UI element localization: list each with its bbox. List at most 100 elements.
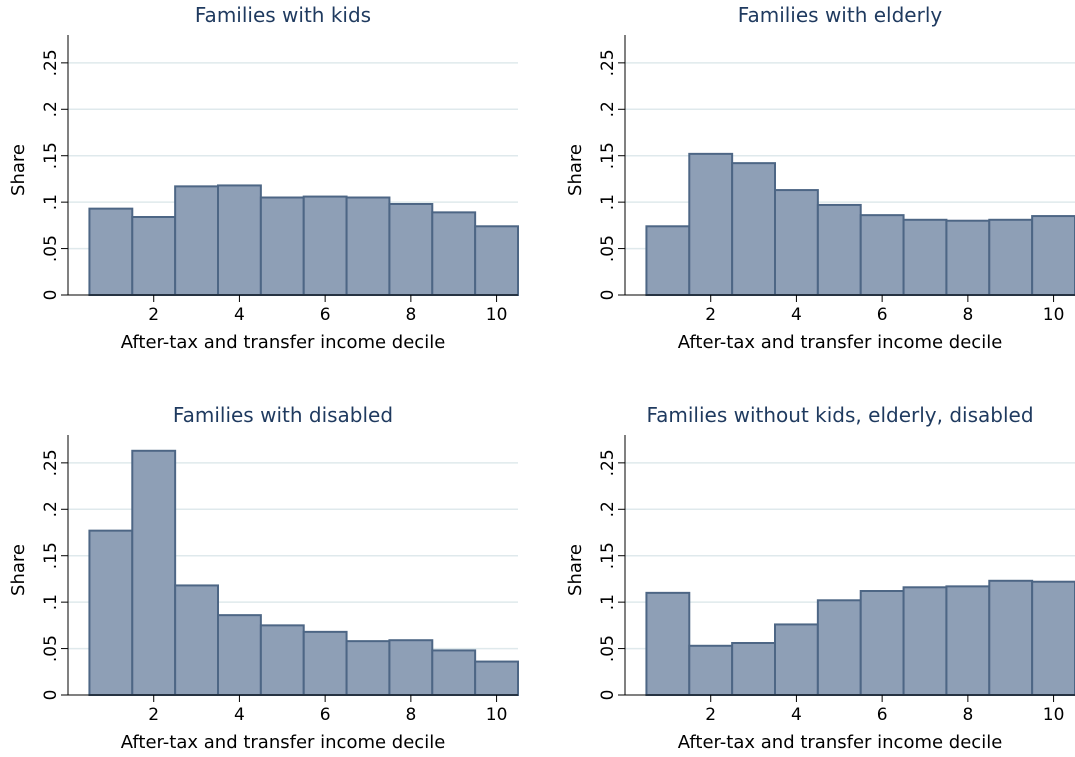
x-tick-label: 2 xyxy=(705,305,716,325)
chart-panel-1: 0 .05 .1 .15 .2 .25 2 4 6 8 10 Families with kids Af… xyxy=(8,3,519,353)
bar xyxy=(388,639,434,697)
x-tick-label: 8 xyxy=(962,705,973,725)
y-tick-label: .05 xyxy=(598,235,618,262)
y-tick-label: .05 xyxy=(41,235,61,262)
x-tick-label: 6 xyxy=(877,305,888,325)
x-tick-label: 4 xyxy=(234,705,245,725)
y-tick-label: .15 xyxy=(598,142,618,169)
y-tick-label: 0 xyxy=(41,690,61,701)
x-tick-label: 8 xyxy=(405,305,416,325)
bar xyxy=(1031,580,1075,697)
bar xyxy=(731,642,777,696)
x-tick-label: 4 xyxy=(791,705,802,725)
bar xyxy=(688,152,734,296)
bar xyxy=(302,195,348,296)
y-tick-label: 0 xyxy=(598,290,618,301)
bar xyxy=(88,207,134,296)
y-tick-label: .05 xyxy=(598,635,618,662)
x-tick-label: 2 xyxy=(148,705,159,725)
chart-panel-4: 0 .05 .1 .15 .2 .25 2 4 6 8 10 Families without kid… xyxy=(565,403,1075,753)
x-tick-label: 6 xyxy=(320,305,331,325)
chart-title: Families without kids, elderly, disabled xyxy=(646,403,1033,427)
x-tick-label: 8 xyxy=(405,705,416,725)
y-axis-label: Share xyxy=(565,144,586,196)
y-tick-label: .1 xyxy=(598,194,618,210)
bar xyxy=(217,184,262,296)
y-tick-label: .15 xyxy=(598,542,618,569)
bar xyxy=(859,214,905,296)
bar xyxy=(88,529,134,697)
bar xyxy=(131,449,177,696)
x-axis-label: After-tax and transfer income decile xyxy=(678,732,1003,753)
y-tick-label: .1 xyxy=(41,594,61,610)
y-tick-label: .25 xyxy=(598,449,618,476)
bar xyxy=(259,196,305,296)
y-tick-label: .15 xyxy=(41,142,61,169)
bar xyxy=(174,584,219,697)
x-tick-label: 10 xyxy=(486,705,508,725)
x-tick-label: 10 xyxy=(1043,305,1065,325)
x-axis-label: After-tax and transfer income decile xyxy=(121,332,446,353)
x-tick-label: 4 xyxy=(234,305,245,325)
bar xyxy=(902,218,948,297)
bar xyxy=(859,590,905,696)
y-tick-label: .1 xyxy=(41,194,61,210)
chart-panel-3: 0 .05 .1 .15 .2 .25 2 4 6 8 10 Families with disabl… xyxy=(8,403,519,753)
bar xyxy=(474,225,519,297)
x-tick-label: 10 xyxy=(1043,705,1065,725)
y-axis-label: Share xyxy=(8,544,29,596)
y-tick-label: .15 xyxy=(41,542,61,569)
bar xyxy=(174,185,219,297)
bar xyxy=(816,599,862,696)
y-tick-label: 0 xyxy=(41,290,61,301)
x-tick-label: 10 xyxy=(486,305,508,325)
x-axis-label: After-tax and transfer income decile xyxy=(678,332,1003,353)
bar xyxy=(431,649,477,697)
bar xyxy=(431,211,477,297)
y-tick-label: .25 xyxy=(41,449,61,476)
bar xyxy=(816,203,862,296)
y-tick-label: .2 xyxy=(598,101,618,117)
y-tick-label: .25 xyxy=(598,49,618,76)
y-tick-label: .2 xyxy=(41,101,61,117)
chart-title: Families with kids xyxy=(195,3,371,27)
x-axis-label: After-tax and transfer income decile xyxy=(121,732,446,753)
x-tick-label: 6 xyxy=(877,705,888,725)
bar xyxy=(1031,215,1075,296)
x-tick-label: 6 xyxy=(320,705,331,725)
bar xyxy=(988,218,1034,297)
bar xyxy=(645,225,691,297)
y-tick-label: .2 xyxy=(41,501,61,517)
bar xyxy=(645,591,691,696)
chart-title: Families with disabled xyxy=(173,403,393,427)
bar xyxy=(988,579,1034,696)
bar xyxy=(902,586,948,696)
bar xyxy=(945,219,991,296)
y-axis-label: Share xyxy=(565,544,586,596)
chart-panel-2: 0 .05 .1 .15 .2 .25 2 4 6 8 10 Families with elderl… xyxy=(565,3,1075,353)
y-tick-label: .25 xyxy=(41,49,61,76)
x-tick-label: 4 xyxy=(791,305,802,325)
x-tick-label: 2 xyxy=(148,305,159,325)
bar xyxy=(688,644,734,696)
bar xyxy=(131,216,177,296)
bar xyxy=(774,623,819,697)
bar xyxy=(302,630,348,696)
bar xyxy=(259,624,305,696)
bar xyxy=(345,640,391,697)
bar xyxy=(474,660,519,696)
y-tick-label: .2 xyxy=(598,501,618,517)
bar xyxy=(774,189,819,296)
bar xyxy=(731,162,777,296)
chart-title: Families with elderly xyxy=(738,3,943,27)
y-axis-label: Share xyxy=(8,144,29,196)
bar xyxy=(217,614,262,697)
y-tick-label: .05 xyxy=(41,635,61,662)
x-tick-label: 8 xyxy=(962,305,973,325)
bar xyxy=(945,585,991,696)
bar xyxy=(345,196,391,296)
x-tick-label: 2 xyxy=(705,705,716,725)
bar xyxy=(388,203,434,296)
